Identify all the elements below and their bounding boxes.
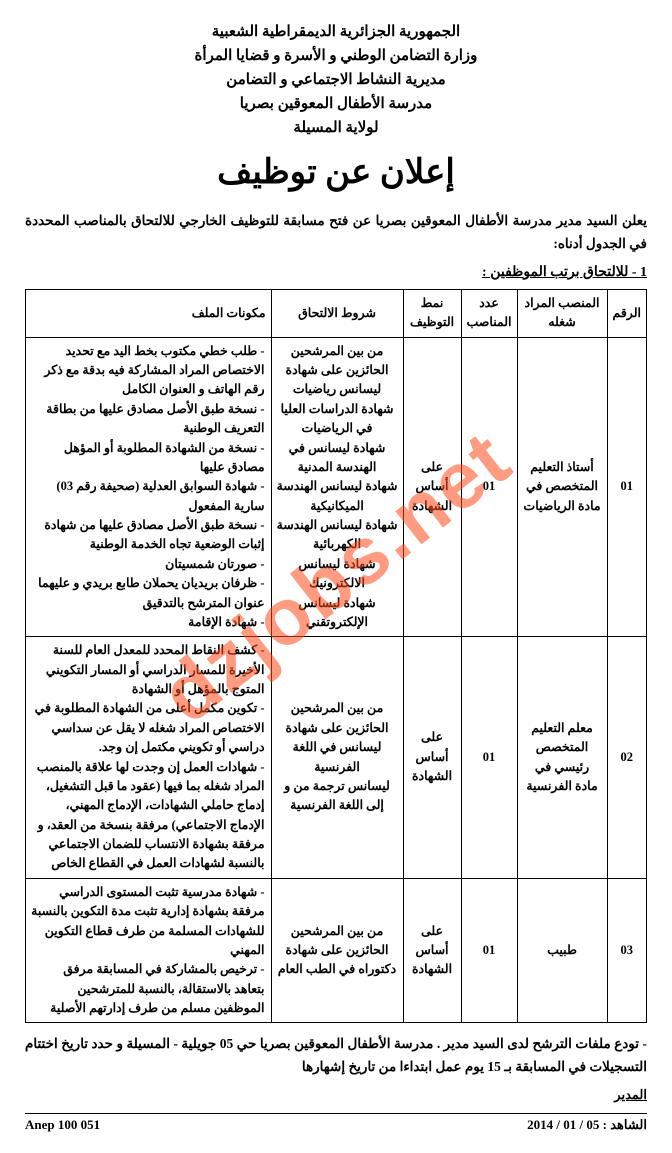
cell-mode: على أساس الشهادة bbox=[403, 337, 461, 637]
positions-table: الرقم المنصب المراد شغله عدد المناصب نمط… bbox=[25, 289, 647, 1024]
cell-documents: - كشف النقاط المحدد للمعدل العام للسنة ا… bbox=[26, 637, 272, 879]
th-mode: نمط التوظيف bbox=[403, 289, 461, 337]
cell-mode: على أساس الشهادة bbox=[403, 878, 461, 1023]
footer-paragraph: - تودع ملفات الترشح لدى السيد مدير . مدر… bbox=[25, 1033, 647, 1079]
cell-post: معلم التعليم المتخصص رئيسي في مادة الفرن… bbox=[517, 637, 607, 879]
date-label: الشاهد : 05 / 01 / 2014 bbox=[527, 1117, 647, 1133]
th-conditions: شروط الالتحاق bbox=[271, 289, 403, 337]
header-line-4: مدرسة الأطفال المعوقين بصريا bbox=[25, 92, 647, 116]
document-header: الجمهورية الجزائرية الديمقراطية الشعبية … bbox=[25, 20, 647, 140]
anep-code: Anep 100 051 bbox=[25, 1117, 100, 1133]
director-label: المدير bbox=[614, 1087, 647, 1103]
cell-num: 03 bbox=[607, 878, 646, 1023]
intro-paragraph: يعلن السيد مدير مدرسة الأطفال المعوقين ب… bbox=[25, 210, 647, 256]
cell-conditions: من بين المرشحين الحائزين على شهادة ليسان… bbox=[271, 637, 403, 879]
th-num: الرقم bbox=[607, 289, 646, 337]
header-line-5: لولاية المسيلة bbox=[25, 116, 647, 140]
cell-num: 02 bbox=[607, 637, 646, 879]
header-line-1: الجمهورية الجزائرية الديمقراطية الشعبية bbox=[25, 20, 647, 44]
cell-mode: على أساس الشهادة bbox=[403, 637, 461, 879]
th-documents: مكونات الملف bbox=[26, 289, 272, 337]
table-row: 01 أستاذ التعليم المتخصص في مادة الرياضي… bbox=[26, 337, 647, 637]
header-line-2: وزارة التضامن الوطني و الأسرة و قضايا ال… bbox=[25, 44, 647, 68]
cell-count: 01 bbox=[461, 878, 517, 1023]
cell-conditions: من بين المرشحين الحائزين على شهادة دكتور… bbox=[271, 878, 403, 1023]
table-row: 03 طبيب 01 على أساس الشهادة من بين المرش… bbox=[26, 878, 647, 1023]
section-heading: 1 - للالتحاق برتب الموظفين : bbox=[25, 264, 647, 281]
cell-post: طبيب bbox=[517, 878, 607, 1023]
table-row: 02 معلم التعليم المتخصص رئيسي في مادة ال… bbox=[26, 637, 647, 879]
cell-count: 01 bbox=[461, 637, 517, 879]
cell-conditions: من بين المرشحين الحائزين على شهادة ليسان… bbox=[271, 337, 403, 637]
announcement-title: إعلان عن توظيف bbox=[25, 152, 647, 192]
th-count: عدد المناصب bbox=[461, 289, 517, 337]
th-post: المنصب المراد شغله bbox=[517, 289, 607, 337]
cell-documents: - شهادة مدرسية تثبت المستوى الدراسي مرفق… bbox=[26, 878, 272, 1023]
cell-post: أستاذ التعليم المتخصص في مادة الرياضيات bbox=[517, 337, 607, 637]
cell-documents: - طلب خطي مكتوب بخط اليد مع تحديد الاختص… bbox=[26, 337, 272, 637]
cell-count: 01 bbox=[461, 337, 517, 637]
header-line-3: مديرية النشاط الاجتماعي و التضامن bbox=[25, 68, 647, 92]
table-header-row: الرقم المنصب المراد شغله عدد المناصب نمط… bbox=[26, 289, 647, 337]
cell-num: 01 bbox=[607, 337, 646, 637]
